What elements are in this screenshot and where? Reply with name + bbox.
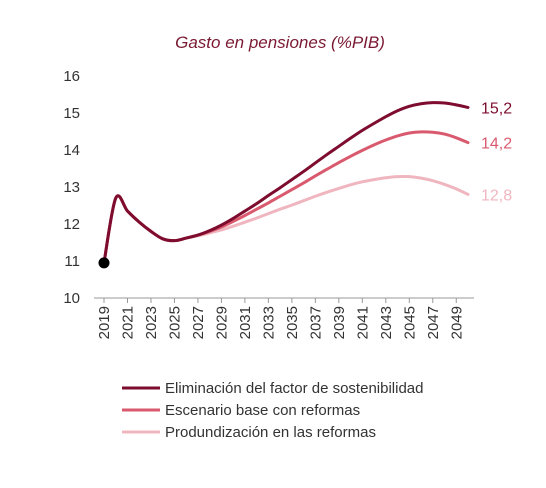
y-tick-label: 16 <box>63 68 80 85</box>
legend: Eliminación del factor de sostenibilidad… <box>122 380 423 441</box>
y-axis-ticks: 10 11 12 13 14 15 16 <box>63 68 80 307</box>
x-tick-label: 2047 <box>425 306 442 339</box>
start-point-marker <box>98 257 110 269</box>
y-tick-label: 11 <box>64 253 80 270</box>
chart-title: Gasto en pensiones (%PIB) <box>175 33 385 52</box>
x-tick-label: 2029 <box>213 306 230 339</box>
x-tick-label: 2049 <box>448 306 465 339</box>
legend-label-3: Produndización en las reformas <box>165 424 376 441</box>
series-lines <box>98 101 470 269</box>
x-tick-label: 2021 <box>119 306 136 339</box>
x-tick-label: 2045 <box>401 306 418 339</box>
x-tick-label: 2039 <box>331 306 348 339</box>
x-tick-label: 2027 <box>190 306 207 339</box>
series-line-2 <box>102 130 470 265</box>
x-axis-ticks: 2019 2021 2023 2025 2027 2029 2031 2033 2035 2037… <box>96 298 465 339</box>
y-tick-label: 14 <box>63 142 80 159</box>
x-tick-label: 2041 <box>354 306 371 339</box>
x-tick-label: 2023 <box>143 306 160 339</box>
x-tick-label: 2035 <box>284 306 301 339</box>
series-end-label-1: 15,2 <box>481 100 512 117</box>
legend-label-2: Escenario base con reformas <box>165 402 360 419</box>
x-tick-label: 2025 <box>166 306 183 339</box>
y-tick-label: 10 <box>63 290 80 307</box>
x-tick-label: 2037 <box>307 306 324 339</box>
series-end-label-2: 14,2 <box>481 136 512 153</box>
y-tick-label: 13 <box>63 179 80 196</box>
x-tick-label: 2031 <box>237 306 254 339</box>
y-tick-label: 15 <box>63 105 80 122</box>
y-tick-label: 12 <box>63 216 80 233</box>
x-tick-label: 2043 <box>378 306 395 339</box>
series-end-label-3: 12,8 <box>481 187 512 204</box>
series-end-labels: 15,2 14,2 12,8 <box>481 100 512 204</box>
series-line-3 <box>102 174 470 265</box>
x-tick-label: 2019 <box>96 306 113 339</box>
series-line-1 <box>102 101 470 265</box>
x-tick-label: 2033 <box>260 306 277 339</box>
legend-label-1: Eliminación del factor de sostenibilidad <box>165 380 423 397</box>
